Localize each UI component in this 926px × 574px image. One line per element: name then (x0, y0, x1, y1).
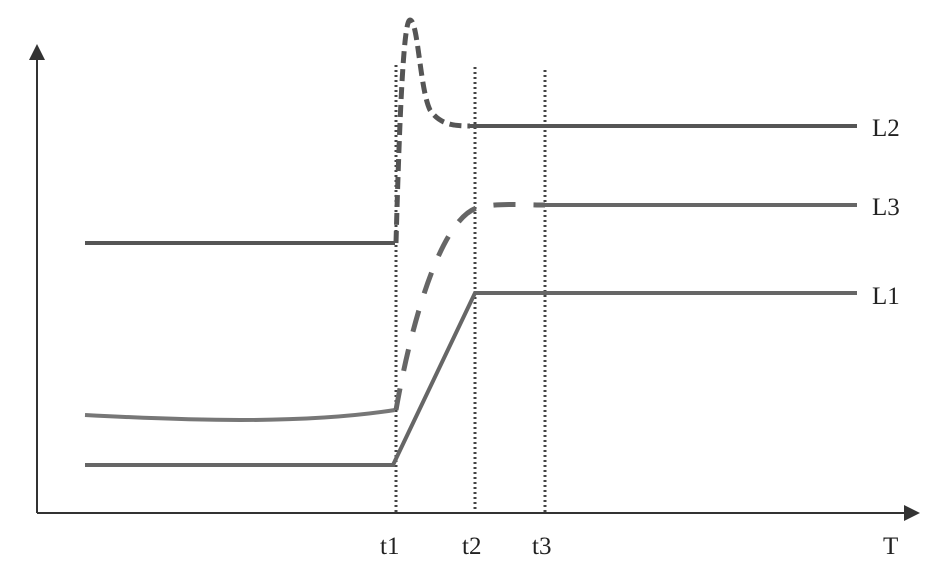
curve-label-l1: L1 (872, 283, 900, 310)
curve-l3-initial (85, 410, 395, 420)
t1-label: t1 (380, 533, 399, 560)
curve-label-l3: L3 (872, 194, 900, 221)
t3-label: t3 (532, 533, 551, 560)
t2-label: t2 (462, 533, 481, 560)
curve-label-l2: L2 (872, 115, 900, 142)
curve-l1 (85, 293, 857, 465)
curve-l3-transient (396, 205, 545, 411)
x-axis-label: T (883, 533, 898, 560)
curve-l2-transient (396, 20, 470, 243)
